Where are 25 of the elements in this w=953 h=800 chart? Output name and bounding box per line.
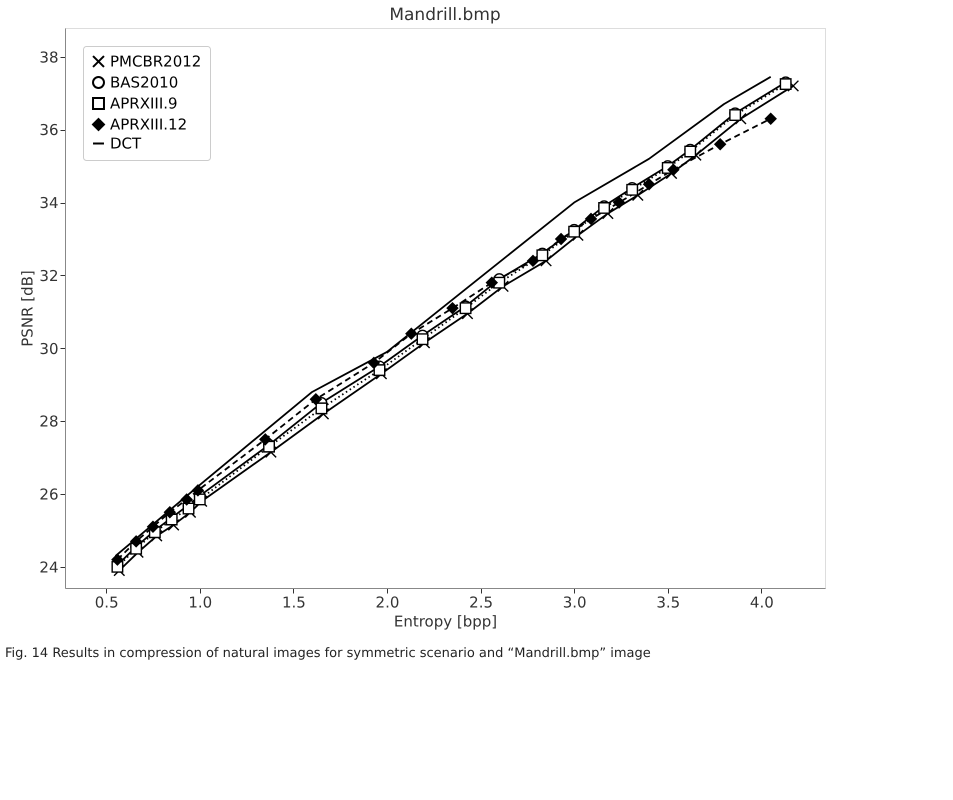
legend-label: BAS2010 — [110, 74, 178, 92]
x-tick-label: 3.0 — [562, 594, 587, 612]
y-tick-label: 36 — [39, 121, 58, 140]
legend-label: APRXIII.9 — [110, 94, 178, 112]
x-tick-label: 1.0 — [188, 594, 212, 612]
y-tick-label: 34 — [39, 194, 58, 212]
y-tick-label: 32 — [39, 266, 58, 285]
chart-title: Mandrill.bmp — [389, 5, 501, 25]
caption: Fig. 14 Results in compression of natural images for symmetric scenario and “Mandrill.bmp” image — [5, 646, 651, 661]
x-axis-title: Entropy [bpp] — [394, 612, 498, 630]
legend-label: DCT — [110, 134, 142, 152]
x-tick-label: 0.5 — [94, 594, 119, 612]
y-tick-label: 30 — [39, 340, 58, 358]
y-tick-label: 26 — [39, 486, 58, 504]
y-tick-label: 38 — [39, 48, 58, 66]
legend-label: PMCBR2012 — [110, 52, 202, 70]
y-tick-label: 28 — [39, 412, 58, 431]
x-tick-label: 3.5 — [656, 594, 680, 612]
y-tick-label: 24 — [39, 558, 58, 576]
y-axis-title: PSNR [dB] — [18, 270, 36, 347]
x-tick-label: 4.0 — [750, 594, 774, 612]
x-tick-label: 2.5 — [469, 594, 493, 612]
x-tick-label: 2.0 — [376, 594, 400, 612]
x-tick-label: 1.5 — [282, 594, 306, 612]
legend-label: APRXIII.12 — [110, 116, 188, 134]
